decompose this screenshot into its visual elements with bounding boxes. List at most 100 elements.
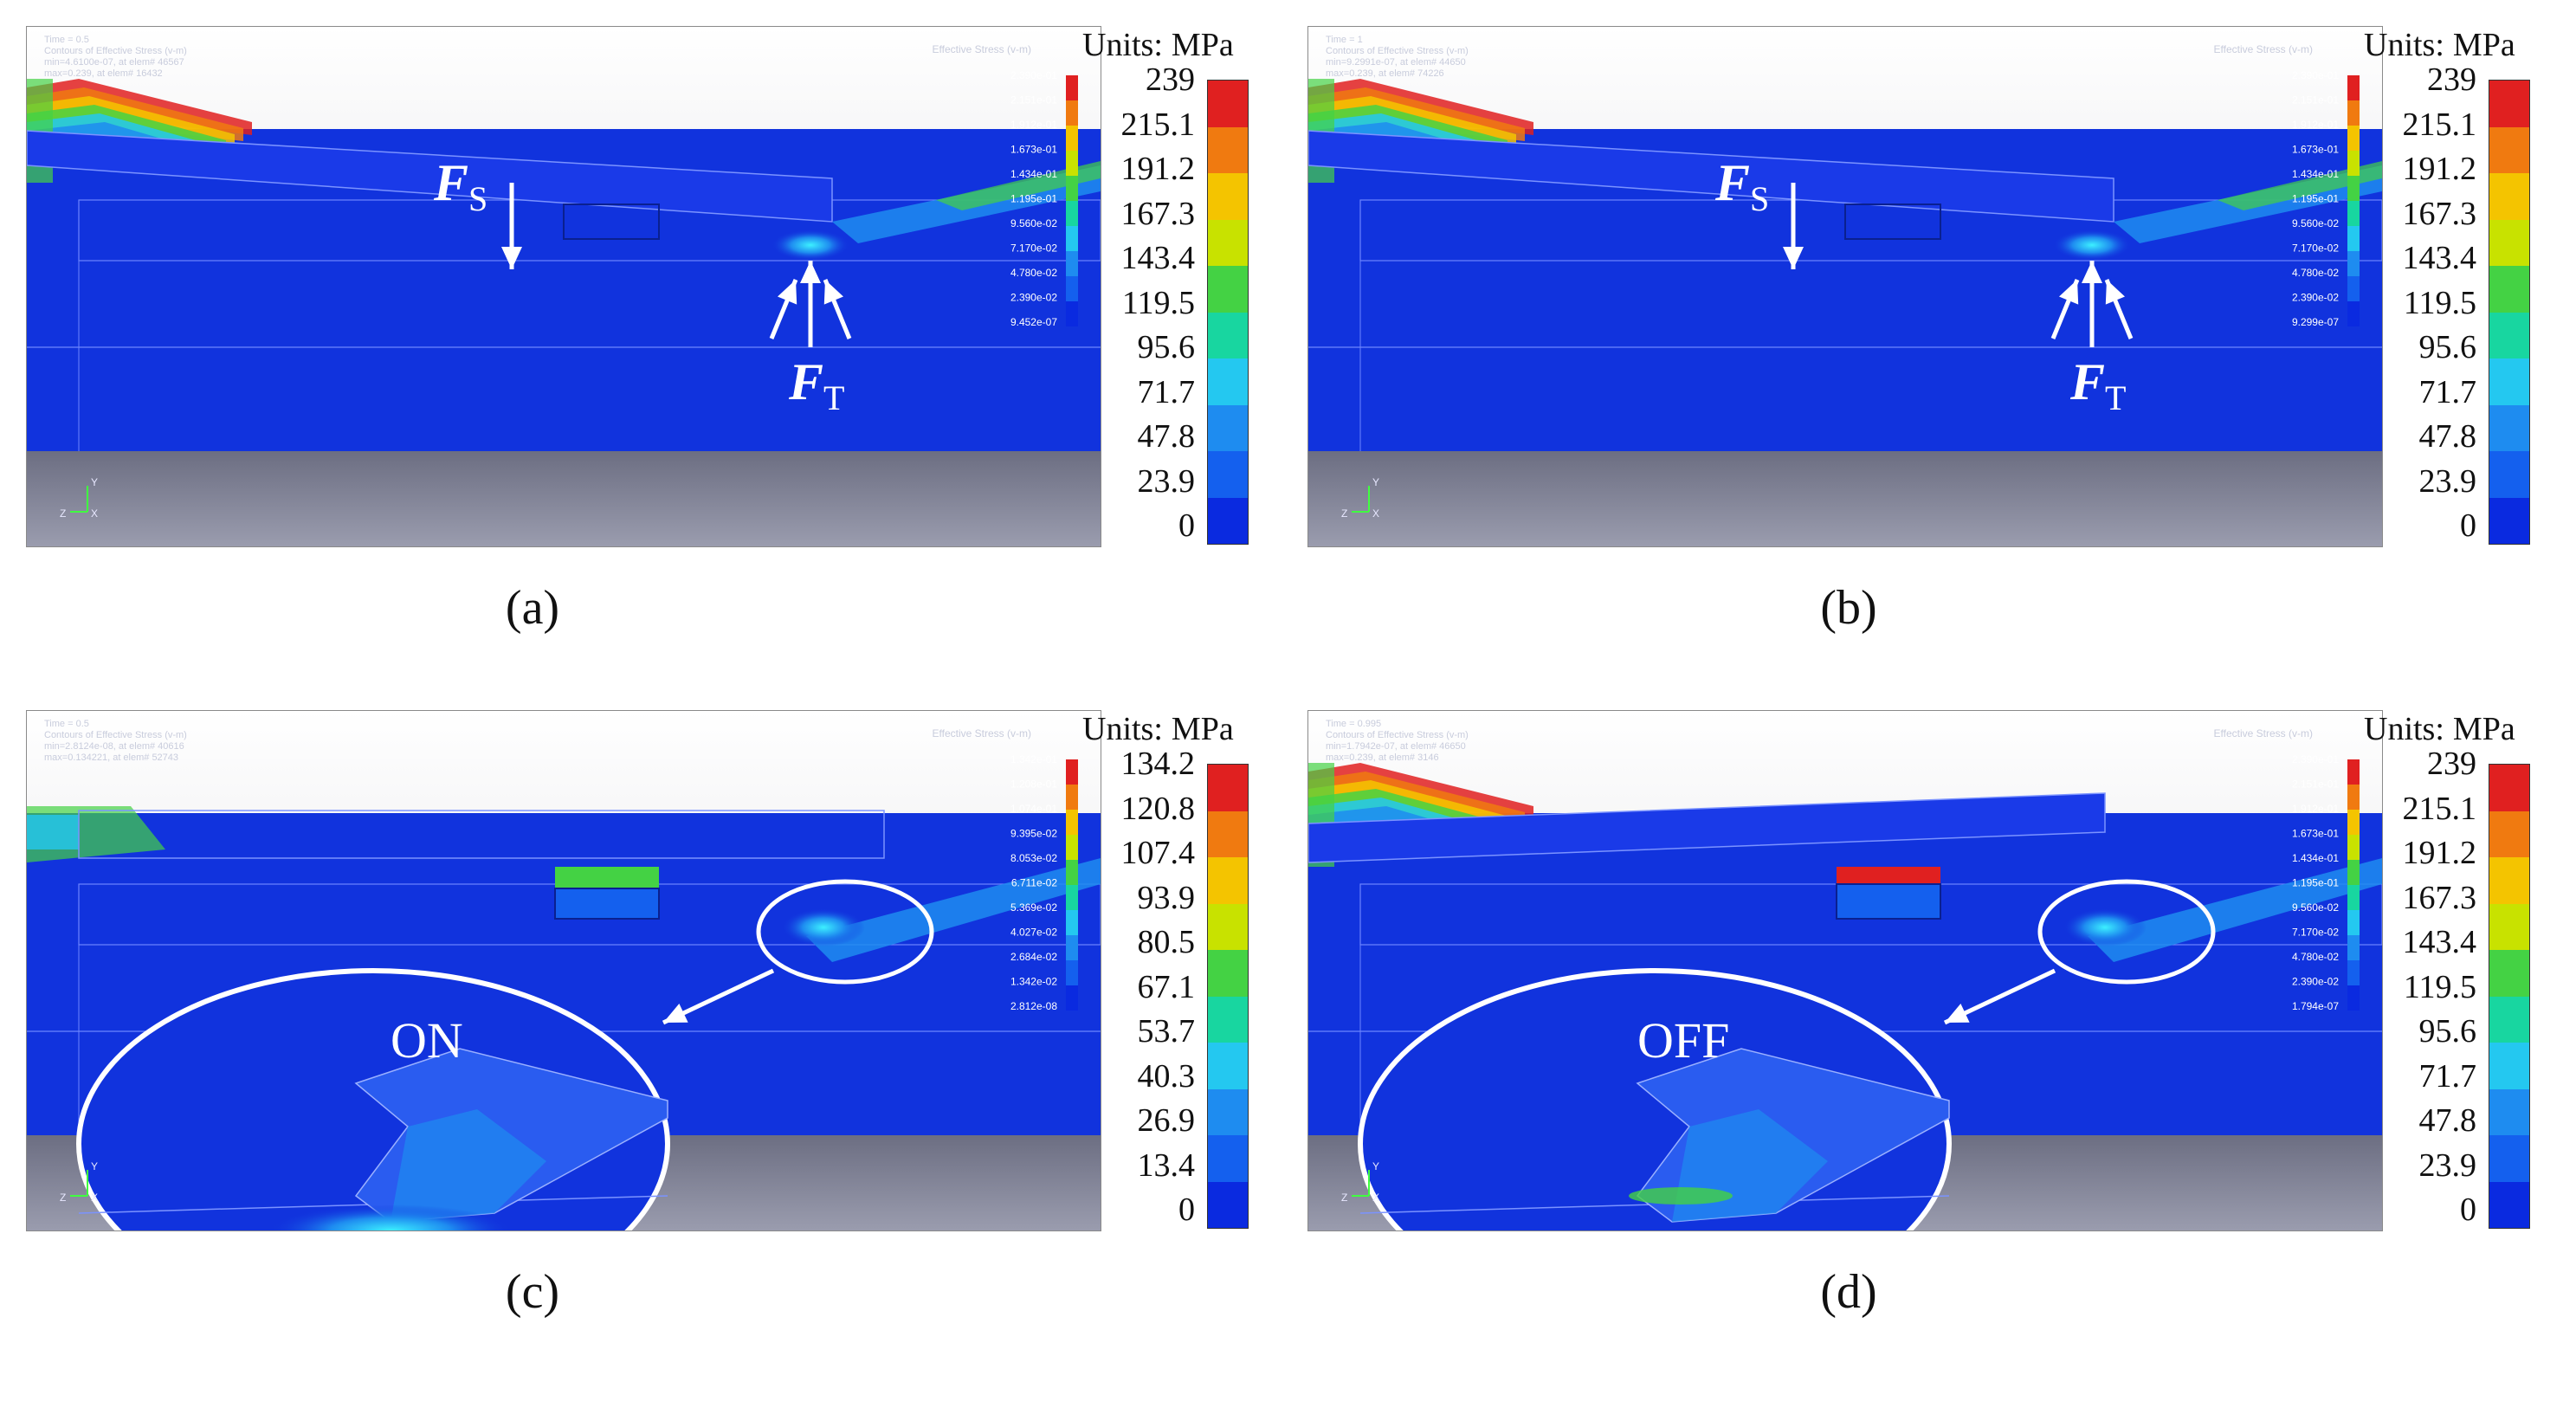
- colorbar-segment: [2489, 312, 2529, 358]
- colorbar-segment: [2489, 765, 2529, 811]
- y-axis-label: Y: [91, 476, 98, 488]
- legend-bar-segment: [2347, 860, 2360, 885]
- panel-caption: (b): [1820, 581, 1877, 635]
- units-text: Units:: [1082, 711, 1163, 747]
- legend-bar-segment: [1066, 759, 1078, 785]
- colorbar-segment: [1208, 81, 1248, 127]
- legend-value: 8.053e-02: [1010, 852, 1057, 864]
- legend-value: 2.390e-01: [2292, 753, 2339, 765]
- header-title: Effective Stress (v-m): [933, 727, 1031, 740]
- legend-bar-segment: [1066, 75, 1078, 100]
- colorbar-tick: 40.3: [1137, 1057, 1196, 1095]
- colorbar: [2489, 80, 2530, 545]
- force-subscript: T: [2105, 378, 2126, 417]
- legend-value: 2.390e-01: [1010, 69, 1057, 81]
- legend-value: 7.170e-02: [2292, 242, 2339, 255]
- legend-value: 2.390e-01: [2292, 69, 2339, 81]
- legend-value: 9.560e-02: [1010, 217, 1057, 229]
- units-value: MPa: [1171, 711, 1234, 747]
- legend-bar-segment: [2347, 126, 2360, 151]
- in-image-legend: 2.390e-01 2.151e-01 1.912e-01 1.673e-01 1.43…: [2292, 753, 2360, 1012]
- legend-value: 1.195e-01: [2292, 193, 2339, 205]
- legend-value: 7.170e-02: [2292, 927, 2339, 939]
- colorbar-segment: [2489, 950, 2529, 997]
- contact-block-warm: [555, 867, 659, 888]
- panel-c: ON Time = 0.5 Contours of Effective Stres…: [0, 684, 1282, 1368]
- legend-value: 1.912e-01: [2292, 119, 2339, 131]
- units-label: Units: MPa: [1082, 710, 1234, 748]
- colorbar-segment: [1208, 266, 1248, 313]
- header-line: Time = 1: [1326, 35, 1363, 45]
- legend-bar-segment: [1066, 126, 1078, 151]
- colorbar-segment: [1208, 404, 1248, 451]
- force-arrow-ft-left: [769, 279, 798, 339]
- colorbar-segment: [2489, 497, 2529, 544]
- contact-hotspot: [2063, 908, 2147, 946]
- legend-bar-segment: [1066, 100, 1078, 126]
- header-line: Contours of Effective Stress (v-m): [1326, 730, 1469, 740]
- header-title: Effective Stress (v-m): [2214, 43, 2313, 55]
- panel-a: FS FT Time = 0.5 Contours of Effective Str…: [0, 0, 1282, 684]
- colorbar-segment: [1208, 1135, 1248, 1182]
- legend-value: 2.684e-02: [1010, 951, 1057, 963]
- x-axis-label: X: [1372, 1192, 1379, 1204]
- colorbar-segment: [1208, 497, 1248, 544]
- header-line: min=2.8124e-08, at elem# 40616: [44, 741, 184, 752]
- header-line: Contours of Effective Stress (v-m): [44, 46, 187, 56]
- legend-value: 2.390e-02: [2292, 976, 2339, 988]
- zoom-part-shade: [391, 1109, 546, 1222]
- rising-beam-stress: [2218, 161, 2382, 210]
- colorbar-tick: 215.1: [2402, 106, 2477, 143]
- legend-value: 1.673e-01: [1010, 144, 1057, 156]
- tilted-beam: [1308, 792, 2106, 863]
- legend-value: 4.027e-02: [1010, 927, 1057, 939]
- force-symbol: F: [433, 154, 468, 211]
- legend-value: 1.434e-01: [2292, 852, 2339, 864]
- legend-bar-segment: [1066, 910, 1078, 935]
- colorbar-segment: [2489, 219, 2529, 266]
- legend-bar-segment: [2347, 301, 2360, 326]
- force-label-fs: FS: [433, 154, 487, 218]
- zoom-inset: OFF: [1358, 968, 1952, 1230]
- legend-value: 1.195e-01: [2292, 877, 2339, 889]
- zoom-arrow: [1943, 968, 2056, 1025]
- legend-bar-segment: [2347, 176, 2360, 201]
- colorbar-tick: 191.2: [1120, 151, 1196, 187]
- force-label-fs: FS: [1714, 154, 1769, 218]
- arrow-head: [501, 247, 522, 269]
- legend-bar-segment: [1066, 785, 1078, 810]
- units-label: Units: MPa: [2364, 710, 2515, 748]
- colorbar-segment: [1208, 1043, 1248, 1089]
- header-title: Effective Stress (v-m): [933, 43, 1031, 55]
- colorbar-tick: 143.4: [2402, 924, 2477, 960]
- in-image-legend: 2.390e-01 2.151e-01 1.912e-01 1.673e-01 1.43…: [2292, 69, 2360, 328]
- legend-value: 1.195e-01: [1010, 193, 1057, 205]
- rising-beam: [806, 858, 1101, 962]
- arrow-head: [778, 280, 797, 305]
- legend-value: 2.151e-01: [2292, 778, 2339, 791]
- colorbar-tick-labels: 239 215.1 191.2 167.3 143.4 119.5 95.6 71.7 47.8…: [2381, 61, 2477, 547]
- legend-bar-segment: [2347, 151, 2360, 176]
- force-arrow-ft-center: [2082, 261, 2102, 347]
- colorbar-segment: [1208, 1181, 1248, 1228]
- legend-value: 1.434e-01: [1010, 168, 1057, 180]
- colorbar-tick: 239: [2427, 61, 2476, 98]
- colorbar-tick-labels: 239 215.1 191.2 167.3 143.4 119.5 95.6 71.7 47.8…: [1100, 61, 1196, 547]
- rising-beam: [2088, 858, 2382, 962]
- contact-hotspot: [2053, 229, 2131, 261]
- legend-value: 2.390e-02: [1010, 292, 1057, 304]
- panel-b: FS FT Time = 1 Contours of Effective Stres…: [1282, 0, 2563, 684]
- colorbar-tick: 0: [1178, 507, 1195, 544]
- colorbar-segment: [1208, 451, 1248, 498]
- colorbar-tick: 167.3: [2402, 195, 2477, 232]
- colorbar-tick: 239: [1146, 61, 1195, 98]
- colorbar-tick: 80.5: [1137, 924, 1196, 960]
- contact-hotspot: [772, 229, 849, 261]
- stress-hotspot-edge: [27, 815, 79, 849]
- colorbar-tick: 167.3: [2402, 879, 2477, 916]
- legend-bar-segment: [1066, 960, 1078, 985]
- in-image-legend: 2.390e-01 2.151e-01 1.912e-01 1.673e-01 1.43…: [1010, 69, 1078, 328]
- arrow-head: [2059, 280, 2079, 305]
- legend-bar-segment: [1066, 301, 1078, 326]
